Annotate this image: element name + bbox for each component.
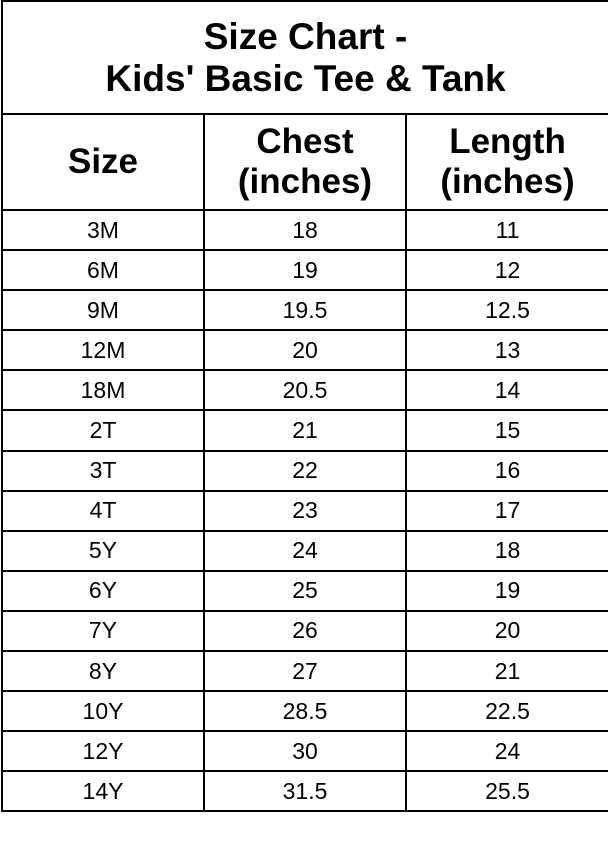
size-chart-table: Size Chart - Kids' Basic Tee & Tank Size… xyxy=(0,0,608,813)
header-chest-label: Chest xyxy=(256,122,354,161)
chart-title: Size Chart - Kids' Basic Tee & Tank xyxy=(0,0,608,115)
cell-chest: 19.5 xyxy=(203,289,407,332)
cell-chest: 30 xyxy=(203,730,407,773)
cell-length: 11 xyxy=(404,208,608,252)
cell-chest: 25 xyxy=(203,569,407,612)
table-row: 6Y 25 19 xyxy=(1,569,608,612)
table-row: 3M 18 11 xyxy=(1,208,608,252)
cell-length: 12 xyxy=(404,249,608,292)
header-chest: Chest (inches) xyxy=(203,113,407,211)
cell-size: 18M xyxy=(1,369,205,412)
cell-chest: 20.5 xyxy=(203,369,407,412)
header-length: Length (inches) xyxy=(404,113,608,211)
title-line-1: Size Chart - xyxy=(203,15,408,57)
cell-size: 2T xyxy=(1,409,205,452)
cell-chest: 31.5 xyxy=(203,770,407,813)
table-row: 8Y 27 21 xyxy=(1,650,608,693)
cell-length: 22.5 xyxy=(404,690,608,733)
cell-chest: 27 xyxy=(203,650,407,693)
header-row: Size Chest (inches) Length (inches) xyxy=(1,113,608,211)
cell-size: 3T xyxy=(1,449,205,492)
cell-length: 18 xyxy=(404,529,608,572)
cell-length: 13 xyxy=(404,329,608,372)
cell-chest: 18 xyxy=(203,208,407,252)
table-row: 12M 20 13 xyxy=(1,329,608,372)
table-row: 2T 21 15 xyxy=(1,409,608,452)
cell-size: 8Y xyxy=(1,650,205,693)
cell-size: 6Y xyxy=(1,569,205,612)
cell-length: 21 xyxy=(404,650,608,693)
cell-size: 14Y xyxy=(1,770,205,813)
cell-size: 3M xyxy=(1,208,205,252)
table-row: 14Y 31.5 25.5 xyxy=(1,770,608,813)
table-row: 4T 23 17 xyxy=(1,489,608,532)
cell-size: 12Y xyxy=(1,730,205,773)
cell-chest: 26 xyxy=(203,609,407,653)
table-row: 7Y 26 20 xyxy=(1,609,608,653)
cell-chest: 22 xyxy=(203,449,407,492)
cell-length: 14 xyxy=(404,369,608,412)
cell-size: 5Y xyxy=(1,529,205,572)
cell-length: 16 xyxy=(404,449,608,492)
cell-length: 20 xyxy=(404,609,608,653)
title-line-2: Kids' Basic Tee & Tank xyxy=(105,57,506,99)
cell-chest: 21 xyxy=(203,409,407,452)
cell-size: 6M xyxy=(1,249,205,292)
cell-size: 12M xyxy=(1,329,205,372)
header-length-label: Length xyxy=(449,122,566,161)
table-row: 10Y 28.5 22.5 xyxy=(1,690,608,733)
cell-length: 17 xyxy=(404,489,608,532)
table-row: 12Y 30 24 xyxy=(1,730,608,773)
cell-chest: 23 xyxy=(203,489,407,532)
cell-chest: 24 xyxy=(203,529,407,572)
cell-length: 15 xyxy=(404,409,608,452)
cell-size: 7Y xyxy=(1,609,205,653)
header-length-unit: (inches) xyxy=(440,162,575,201)
table-row: 5Y 24 18 xyxy=(1,529,608,572)
cell-length: 25.5 xyxy=(404,770,608,813)
table-row: 3T 22 16 xyxy=(1,449,608,492)
cell-length: 19 xyxy=(404,569,608,612)
cell-chest: 19 xyxy=(203,249,407,292)
cell-size: 9M xyxy=(1,289,205,332)
header-size-label: Size xyxy=(67,142,139,181)
table-row: 6M 19 12 xyxy=(1,249,608,292)
cell-length: 12.5 xyxy=(404,289,608,332)
cell-chest: 28.5 xyxy=(203,690,407,733)
table-row: 18M 20.5 14 xyxy=(1,369,608,412)
header-size: Size xyxy=(1,113,205,211)
cell-size: 10Y xyxy=(1,690,205,733)
header-chest-unit: (inches) xyxy=(237,162,373,201)
cell-chest: 20 xyxy=(203,329,407,372)
cell-size: 4T xyxy=(1,489,205,532)
cell-length: 24 xyxy=(404,730,608,773)
table-row: 9M 19.5 12.5 xyxy=(1,289,608,332)
